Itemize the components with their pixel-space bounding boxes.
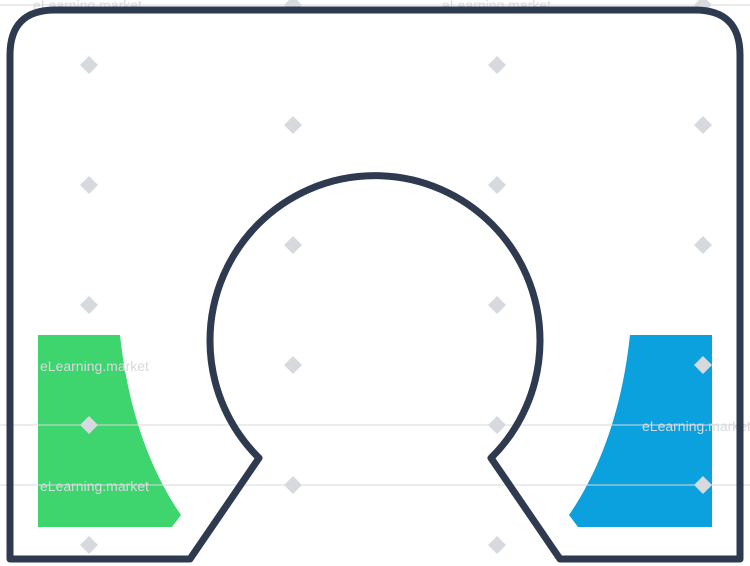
watermark-diamond-icon (488, 296, 506, 314)
left-green-panel (38, 335, 181, 527)
watermark-diamond-icon (284, 356, 302, 374)
right-blue-panel (569, 335, 712, 527)
watermark-diamond-icon (488, 176, 506, 194)
watermark-text: eLearning.market (40, 358, 149, 374)
watermark-text: eLearning.market (642, 418, 750, 434)
watermark-diamond-icon (80, 536, 98, 554)
watermark-diamond-icon (694, 116, 712, 134)
watermark-diamond-icon (694, 236, 712, 254)
watermark-diamond-icon (284, 236, 302, 254)
watermark-diamond-icon (488, 536, 506, 554)
watermark-diamond-icon (80, 56, 98, 74)
watermark-diamond-icon (694, 356, 712, 374)
watermark-diamond-icon (80, 176, 98, 194)
watermark-diamond-icon (488, 56, 506, 74)
frame-outline (6, 6, 744, 563)
watermark-diamond-icon (284, 116, 302, 134)
watermark-diamond-icon (80, 296, 98, 314)
watermark-text: eLearning.market (40, 478, 149, 494)
